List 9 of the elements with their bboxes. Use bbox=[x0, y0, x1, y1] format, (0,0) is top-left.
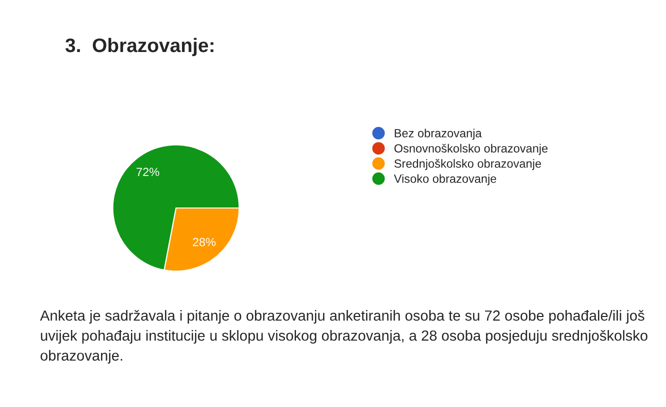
legend-label: Visoko obrazovanje bbox=[394, 174, 496, 186]
legend-label: Bez obrazovanja bbox=[394, 128, 482, 140]
text: Anketa je sadržavala i pitanje o obrazovanju anketiranih osoba te su 72 osobe pohađale/ili još uvijek pohađaju institucije u sklopu visokog obrazovanja, a 28 osoba posjeduju srednjoškolsko obrazovanje. bbox=[40, 310, 648, 364]
data-label: 28% bbox=[192, 238, 216, 246]
data-label: 72% bbox=[136, 168, 160, 176]
legend-label: Srednjoškolsko obrazovanje bbox=[394, 159, 542, 170]
legend-label: Osnovnoškolsko obrazovanje bbox=[394, 144, 548, 155]
pie-slice bbox=[112, 144, 240, 271]
chart-title: 3. Obrazovanje: bbox=[65, 38, 214, 56]
